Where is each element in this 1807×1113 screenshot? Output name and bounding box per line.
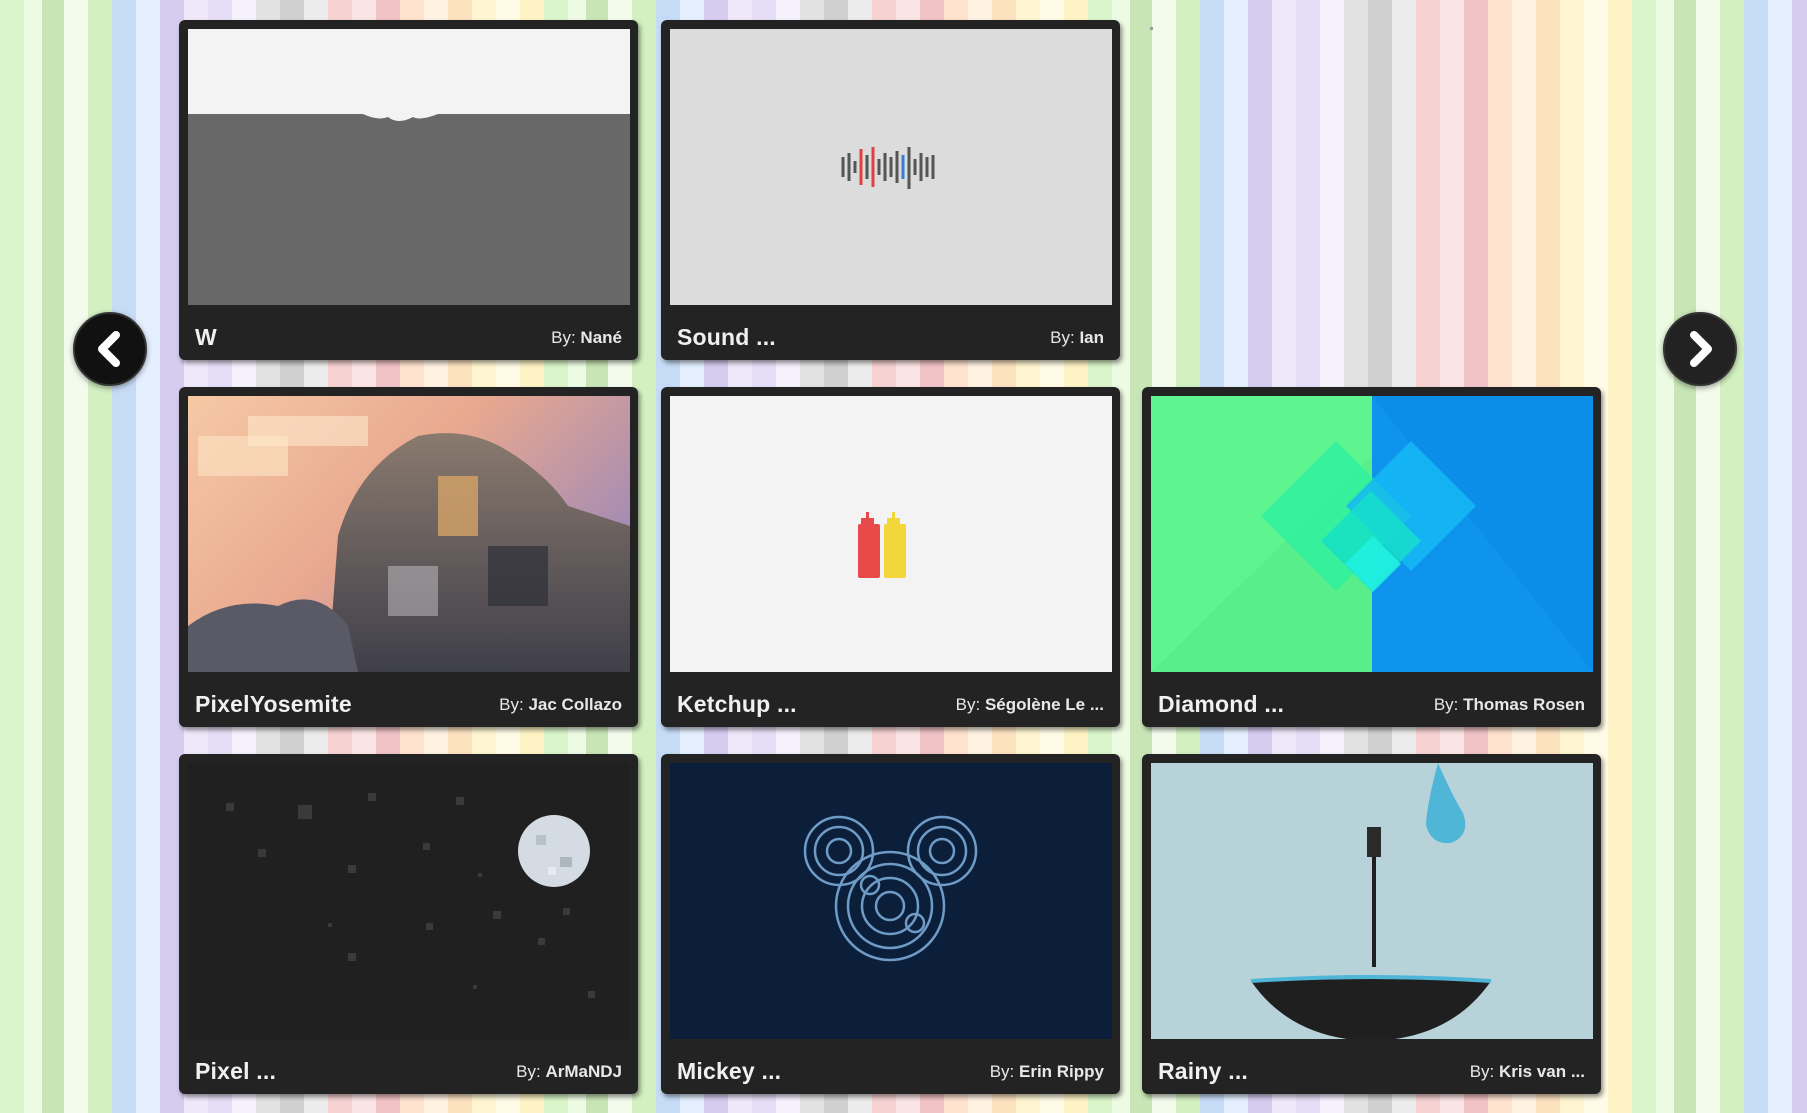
card-author[interactable]: Kris van ... (1499, 1062, 1585, 1081)
card-author[interactable]: Nané (580, 328, 622, 347)
card-byline: By: Thomas Rosen (1434, 695, 1585, 715)
next-page-button[interactable] (1663, 312, 1737, 386)
card-byline: By: ArMaNDJ (516, 1062, 622, 1082)
card-byline: By: Nané (551, 328, 622, 348)
by-label: By: (516, 1062, 541, 1081)
card-thumbnail[interactable] (188, 396, 630, 672)
card-title[interactable]: Mickey ... (677, 1058, 782, 1084)
card-title[interactable]: Rainy ... (1158, 1058, 1248, 1084)
card-author[interactable]: Jac Collazo (528, 695, 622, 714)
card-title[interactable]: Ketchup ... (677, 691, 797, 717)
gallery-card[interactable]: Rainy ... By: Kris van ... (1142, 754, 1601, 1094)
previous-page-button[interactable] (73, 312, 147, 386)
card-author[interactable]: ArMaNDJ (545, 1062, 622, 1081)
by-label: By: (989, 1062, 1015, 1081)
gallery-card[interactable]: PixelYosemite By: Jac Collazo (179, 387, 638, 727)
by-label: By: (1433, 695, 1459, 714)
card-byline: By: Jac Collazo (499, 695, 622, 715)
card-thumbnail[interactable] (670, 763, 1112, 1039)
card-byline: By: Erin Rippy (990, 1062, 1104, 1082)
by-label: By: (551, 328, 576, 347)
card-title[interactable]: Diamond ... (1158, 691, 1285, 717)
gallery-card[interactable]: Mickey ... By: Erin Rippy (661, 754, 1120, 1094)
gallery-card[interactable]: Diamond ... By: Thomas Rosen (1142, 387, 1601, 727)
card-title[interactable]: W (195, 324, 217, 350)
chevron-left-icon (98, 331, 120, 367)
gallery-card[interactable]: W By: Nané (179, 20, 638, 360)
mickey-thumbnail-image (670, 763, 1112, 1039)
stray-dot (1150, 27, 1153, 30)
card-title[interactable]: Pixel ... (195, 1058, 277, 1084)
card-byline: By: Ségolène Le ... (956, 695, 1104, 715)
card-author[interactable]: Erin Rippy (1018, 1062, 1104, 1081)
card-thumbnail[interactable] (188, 763, 630, 1039)
yosemite-thumbnail-image (188, 396, 630, 672)
gallery-card[interactable]: Ketchup ... By: Ségolène Le ... (661, 387, 1120, 727)
card-thumbnail[interactable] (1151, 396, 1593, 672)
card-byline: By: Kris van ... (1470, 1062, 1585, 1082)
by-label: By: (955, 695, 981, 714)
gallery-card[interactable]: Pixel ... By: ArMaNDJ (179, 754, 638, 1094)
card-thumbnail[interactable] (1151, 763, 1593, 1039)
gallery-card[interactable]: Sound ... By: Ian (661, 20, 1120, 360)
diamond-thumbnail-image (1151, 396, 1593, 672)
w-thumbnail-image (188, 29, 630, 305)
pixel-moon-thumbnail-image (188, 763, 630, 1039)
rainy-thumbnail-image (1151, 763, 1593, 1039)
card-byline: By: Ian (1050, 328, 1104, 348)
card-author[interactable]: Thomas Rosen (1463, 695, 1585, 714)
ketchup-thumbnail-image (670, 396, 1112, 672)
sound-thumbnail-image (670, 29, 1112, 305)
chevron-right-icon (1690, 331, 1712, 367)
by-label: By: (499, 695, 524, 714)
by-label: By: (1050, 328, 1075, 347)
card-thumbnail[interactable] (188, 29, 630, 305)
card-title[interactable]: PixelYosemite (195, 691, 352, 717)
card-author[interactable]: Ségolène Le ... (984, 695, 1104, 714)
by-label: By: (1469, 1062, 1495, 1081)
card-author[interactable]: Ian (1079, 328, 1104, 347)
card-thumbnail[interactable] (670, 396, 1112, 672)
card-title[interactable]: Sound ... (677, 324, 776, 350)
card-thumbnail[interactable] (670, 29, 1112, 305)
